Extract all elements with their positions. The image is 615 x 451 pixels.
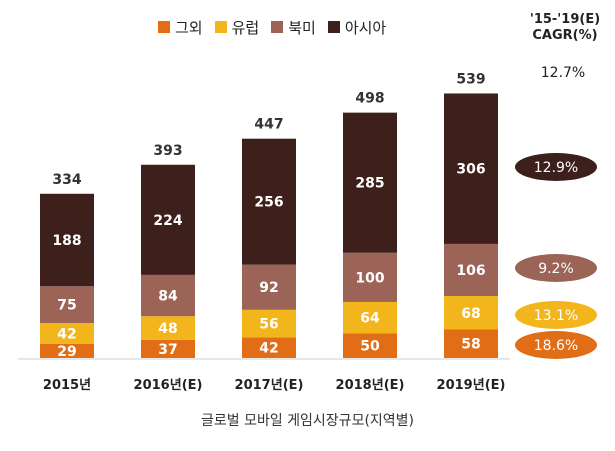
value-label-asia-2: 256 (254, 195, 283, 211)
bar-other-0 (40, 343, 94, 358)
value-label-na-2: 92 (259, 280, 278, 296)
bar-europe-0 (40, 323, 94, 344)
bar-europe-2 (242, 309, 296, 338)
total-label-1: 393 (153, 143, 182, 159)
bar-other-3 (343, 333, 397, 358)
cagr-value-other: 18.6% (534, 338, 578, 354)
value-label-asia-0: 188 (52, 233, 81, 249)
bar-other-4 (444, 329, 498, 358)
bar-asia-3 (343, 112, 397, 253)
legend-item-na: 북미 (271, 17, 316, 38)
cagr-pill-na (515, 254, 597, 282)
legend-label-europe: 유럽 (231, 18, 260, 37)
legend-label-other: 그외 (175, 18, 203, 37)
category-label-4: 2019년(E) (437, 378, 506, 393)
value-label-other-4: 58 (461, 337, 480, 353)
bar-na-3 (343, 252, 397, 302)
cagr-value-europe: 13.1% (534, 308, 578, 324)
value-label-na-3: 100 (355, 270, 384, 286)
chart-caption: 글로벌 모바일 게임시장규모(지역별) (200, 413, 415, 429)
cagr-value-na: 9.2% (538, 261, 574, 277)
legend: 그외 유럽 북미 아시아 (158, 16, 398, 38)
bar-europe-1 (141, 316, 195, 340)
bar-asia-4 (444, 93, 498, 244)
value-label-europe-4: 68 (461, 306, 480, 322)
value-label-europe-0: 42 (57, 326, 76, 342)
cagr-value-asia: 12.9% (534, 160, 578, 176)
legend-swatch-asia (327, 21, 340, 33)
cagr-header-label: CAGR(%) (532, 28, 598, 43)
value-label-europe-2: 56 (259, 317, 278, 333)
cagr-pill-europe (515, 301, 597, 329)
legend-label-na: 북미 (288, 18, 316, 37)
bar-asia-1 (141, 164, 195, 275)
value-label-asia-3: 285 (355, 176, 384, 192)
total-label-3: 498 (355, 91, 384, 107)
category-label-2: 2017년(E) (235, 378, 304, 393)
value-label-other-2: 42 (259, 341, 278, 357)
value-label-na-1: 84 (158, 289, 178, 305)
bar-europe-3 (343, 301, 397, 334)
legend-item-other: 그외 (158, 17, 203, 38)
bar-na-4 (444, 243, 498, 297)
value-label-europe-1: 48 (158, 321, 177, 337)
category-label-1: 2016년(E) (134, 378, 203, 393)
cagr-header-period: '15-'19(E) (529, 12, 601, 27)
category-label-0: 2015년 (43, 378, 91, 393)
bar-other-1 (141, 339, 195, 358)
total-label-0: 334 (52, 172, 81, 188)
legend-swatch-other (158, 21, 170, 33)
cagr-header: '15-'19(E) CAGR(%) (515, 12, 615, 44)
legend-item-europe: 유럽 (214, 17, 260, 38)
value-label-other-3: 50 (360, 339, 380, 355)
value-label-asia-4: 306 (456, 162, 485, 178)
value-label-other-1: 37 (158, 342, 177, 358)
cagr-pill-asia (515, 153, 597, 181)
total-label-2: 447 (254, 117, 283, 133)
bar-asia-0 (40, 193, 94, 287)
bar-europe-4 (444, 296, 498, 330)
legend-swatch-na (271, 21, 284, 33)
bar-na-2 (242, 264, 296, 310)
bar-na-0 (40, 286, 94, 324)
cagr-total: 12.7% (541, 65, 585, 81)
legend-swatch-europe (214, 21, 227, 33)
value-label-asia-1: 224 (153, 213, 182, 229)
value-label-europe-3: 64 (360, 311, 380, 327)
value-label-na-0: 75 (57, 298, 76, 314)
category-label-3: 2018년(E) (336, 378, 405, 393)
value-label-na-4: 106 (456, 263, 485, 279)
bar-asia-2 (242, 138, 296, 265)
value-label-other-0: 29 (57, 344, 76, 360)
bar-na-1 (141, 274, 195, 317)
legend-item-asia: 아시아 (327, 17, 387, 38)
bar-other-2 (242, 337, 296, 358)
total-label-4: 539 (456, 71, 485, 87)
legend-label-asia: 아시아 (344, 18, 387, 37)
cagr-pill-other (515, 331, 597, 359)
